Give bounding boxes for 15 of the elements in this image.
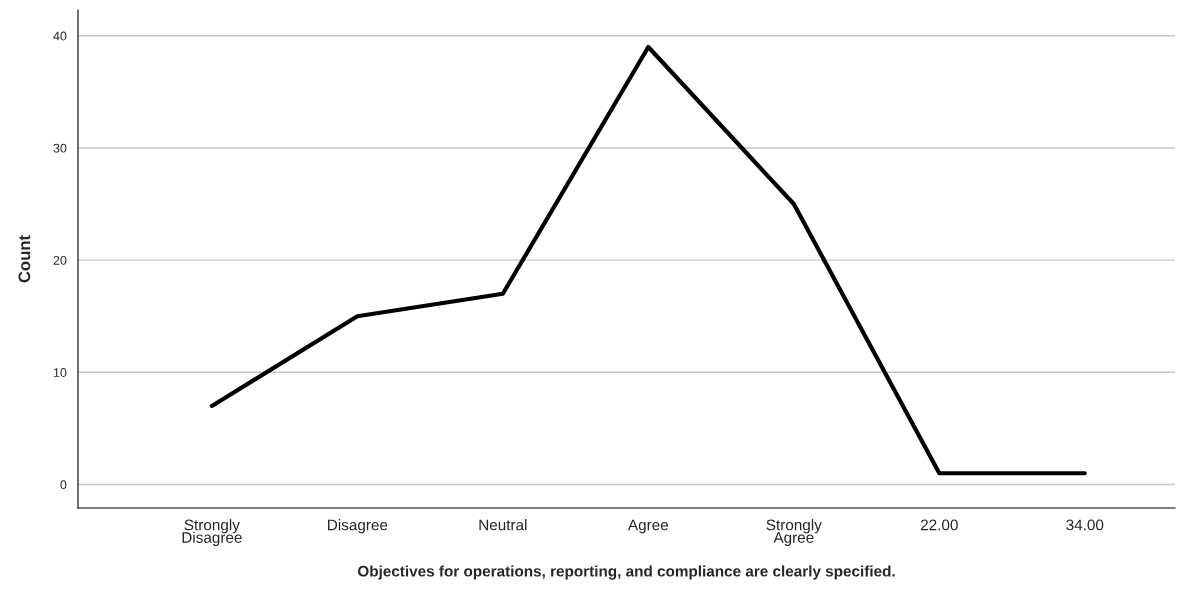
x-tick-label: Neutral (479, 519, 527, 531)
y-tick-label: 40 (53, 31, 67, 41)
y-tick-label: 10 (53, 368, 67, 377)
x-tick-label: 34.00 (1066, 519, 1104, 531)
line-series (209, 44, 1087, 476)
x-tick-label: 22.00 (920, 519, 958, 531)
y-axis-title: Count (18, 235, 31, 283)
x-tick-label: Strongly Disagree (182, 519, 242, 546)
x-tick-label: Agree (627, 519, 669, 534)
y-tick-label: 30 (53, 143, 67, 153)
y-tick-label: 20 (53, 255, 67, 265)
x-tick-label: Disagree (328, 519, 388, 534)
x-axis-title: Objectives for operations, reporting, and compliance are clearly specified. (358, 565, 895, 580)
y-tick-label: 0 (60, 480, 67, 490)
x-tick-label: Strongly Agree (766, 519, 822, 546)
